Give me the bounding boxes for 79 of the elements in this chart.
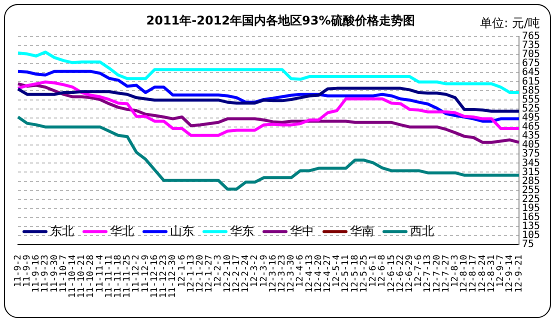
- x-tick-label: 11-11-25: [122, 254, 133, 298]
- legend-label: 华北: [110, 224, 134, 238]
- x-tick-label: 11-9-16: [32, 254, 42, 293]
- x-tick-label: 12-8-31: [486, 254, 497, 293]
- x-tick-label: 12-4-6: [296, 254, 306, 288]
- x-tick-label: 12-9-7: [496, 254, 506, 288]
- x-tick-label: 12-1-13: [186, 254, 196, 293]
- x-tick-label: 12-6-29: [404, 254, 415, 293]
- x-tick-label: 12-4-27: [323, 254, 334, 293]
- x-tick-label: 11-9-9: [22, 254, 32, 288]
- chart-title: 2011年-2012年国内各地区93%硫酸价格走势图: [146, 13, 415, 28]
- x-tick-label: 12-2-10: [222, 254, 233, 293]
- y-tick-label: 645: [522, 67, 540, 78]
- x-tick-label: 12-6-8: [378, 254, 388, 288]
- x-tick-label: 12-8-10: [460, 254, 470, 293]
- legend-label: 华东: [230, 224, 254, 238]
- x-tick-label: 12-5-4: [332, 254, 342, 288]
- x-tick-label: 12-1-27: [204, 254, 215, 293]
- y-tick-label: 345: [522, 158, 540, 169]
- legend-label: 华中: [290, 224, 314, 238]
- x-tick-label: 11-12-2: [132, 254, 142, 293]
- text: 单位: 元/吨: [480, 16, 540, 30]
- x-tick-label: 12-2-3: [214, 254, 224, 288]
- x-tick-label: 12-1-6: [177, 254, 188, 288]
- x-tick-label: 11-11-18: [114, 254, 124, 298]
- x-tick-label: 12-4-13: [304, 254, 315, 293]
- y-tick-label: 585: [522, 85, 540, 96]
- x-tick-label: 12-3-23: [277, 254, 288, 293]
- x-tick-label: 11-9-23: [40, 254, 51, 293]
- x-tick-label: 12-8-24: [478, 254, 488, 293]
- x-tick-label: 11-10-21: [77, 254, 88, 298]
- x-tick-label: 12-7-20: [432, 254, 442, 293]
- x-tick-label: 12-3-9: [259, 254, 270, 288]
- legend-label: 东北: [50, 224, 74, 238]
- x-tick-label: 11-12-23: [159, 254, 170, 298]
- x-tick-label: 12-3-30: [286, 254, 297, 293]
- x-tick-label: 12-7-27: [441, 254, 452, 293]
- x-tick-label: 12-8-17: [468, 254, 479, 293]
- y-tick-label: 495: [522, 112, 540, 124]
- x-tick-label: 12-2-17: [232, 254, 242, 293]
- x-tick-label: 12-7-6: [414, 254, 424, 288]
- x-tick-label: 11-9-30: [50, 254, 60, 293]
- legend-label: 华南: [350, 224, 374, 238]
- x-tick-label: 12-3-16: [268, 254, 278, 293]
- x-tick-label: 11-9-2: [13, 254, 24, 288]
- x-tick-label: 12-2-24: [241, 254, 252, 293]
- x-tick-label: 11-10-14: [68, 254, 78, 298]
- y-tick-label: 765: [522, 30, 540, 42]
- x-tick-label: 11-11-4: [95, 254, 106, 293]
- x-tick-label: 11-12-9: [140, 254, 151, 293]
- x-tick-label: 11-11-11: [104, 254, 114, 298]
- y-tick-label: 375: [522, 148, 540, 160]
- x-tick-label: 12-3-2: [250, 254, 260, 288]
- y-tick-label: 285: [522, 176, 540, 187]
- x-tick-label: 12-9-14: [505, 254, 516, 293]
- x-tick-label: 12-8-3: [450, 254, 461, 288]
- x-tick-label: 11-12-16: [150, 254, 160, 298]
- x-tick-label: 12-5-25: [359, 254, 370, 293]
- x-tick-label: 12-4-20: [314, 254, 324, 293]
- x-tick-label: 11-10-28: [86, 254, 96, 298]
- x-tick-label: 11-10-7: [58, 254, 69, 293]
- y-tick-label: 75: [522, 239, 534, 250]
- x-tick-label: 12-9-21: [514, 254, 524, 293]
- x-tick-label: 12-6-1: [368, 254, 379, 288]
- y-tick-label: 225: [522, 194, 540, 205]
- x-tick-label: 11-12-30: [168, 254, 178, 298]
- legend-label: 西北: [410, 224, 434, 238]
- y-tick-label: 525: [522, 103, 540, 114]
- legend-label: 山东: [170, 224, 194, 238]
- x-tick-label: 12-5-18: [350, 254, 360, 293]
- y-tick-label: 555: [522, 94, 540, 106]
- x-tick-label: 12-6-15: [386, 254, 397, 293]
- x-tick-label: 12-6-22: [396, 254, 406, 293]
- y-tick-label: 255: [522, 184, 540, 196]
- x-tick-label: 12-1-20: [196, 254, 206, 293]
- y-tick-label: 615: [522, 76, 540, 88]
- y-tick-label: 315: [522, 166, 540, 178]
- x-tick-label: 12-7-13: [423, 254, 434, 293]
- x-tick-label: 12-5-11: [341, 254, 352, 293]
